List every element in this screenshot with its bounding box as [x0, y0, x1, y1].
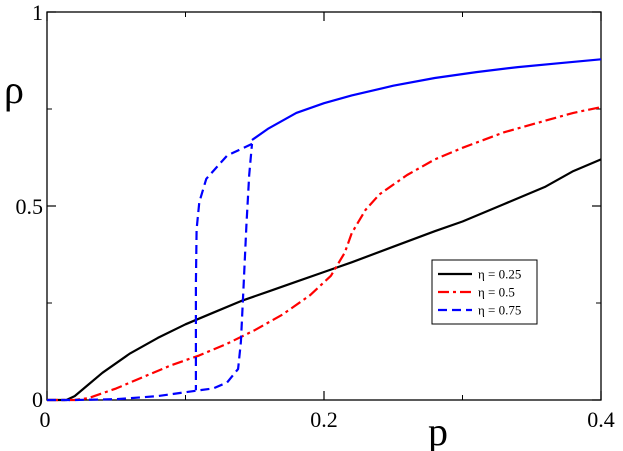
- series-layer: [47, 58, 602, 402]
- series-line-5: [251, 58, 602, 141]
- x-tick-label: 0.2: [310, 407, 338, 432]
- x-tick-label: 0: [40, 407, 51, 432]
- y-axis-label: ρ: [4, 67, 24, 112]
- y-tick-label: 0.5: [16, 194, 44, 219]
- series-line-1: [47, 158, 602, 402]
- legend-label: η = 0.75: [478, 303, 521, 318]
- y-tick-label: 0: [32, 387, 43, 412]
- x-tick-label: 0.4: [587, 407, 615, 432]
- series-line-2: [47, 106, 602, 402]
- axis-ticks: [46, 11, 602, 401]
- plot-frame: [46, 11, 602, 401]
- legend-box: [431, 259, 538, 325]
- legend-label: η = 0.5: [478, 285, 515, 300]
- series-line-4: [194, 142, 253, 391]
- tick-labels: 0 0.2 0.4 0 0.5 1: [16, 0, 615, 432]
- x-axis-label: p: [428, 409, 448, 451]
- y-tick-label: 1: [32, 0, 43, 25]
- series-line-3: [47, 143, 254, 402]
- legend-label: η = 0.25: [478, 267, 521, 282]
- legend: η = 0.25 η = 0.5 η = 0.75: [431, 259, 538, 325]
